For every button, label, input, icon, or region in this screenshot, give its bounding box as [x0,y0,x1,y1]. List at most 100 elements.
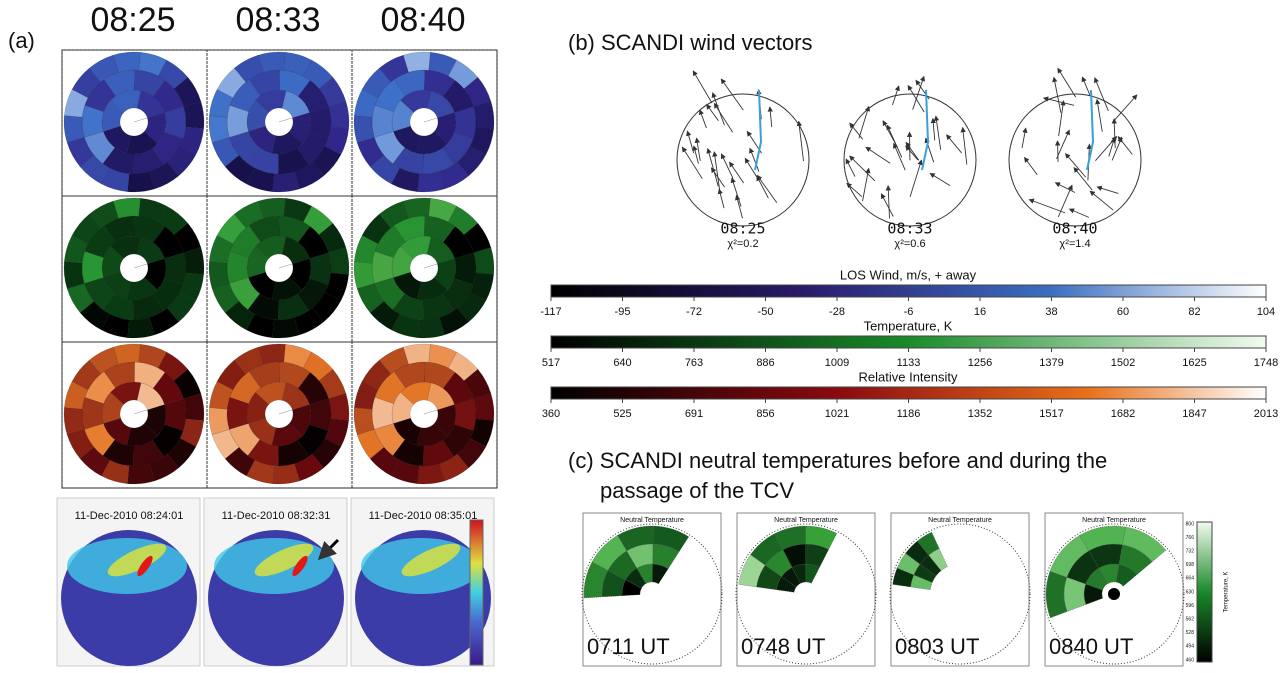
colorbar-tick-label: -72 [686,306,702,318]
colorbar-tick-label: 1682 [1111,408,1135,420]
colorbar-tick-label: 732 [1186,549,1195,555]
plot-subtitle: Neutral Temperature [620,517,684,524]
wind-vector [682,147,702,178]
wind-vector [1090,191,1113,210]
colorbar-tick-label: 360 [542,408,560,420]
colorbar [470,520,483,665]
colorbar-tick-label: 1847 [1182,408,1206,420]
colorbar-tick-label: 494 [1186,644,1195,650]
panel-title: (c) SCANDI neutral temperatures before a… [568,448,1107,473]
panel-label: (a) [8,28,35,53]
colorbar-tick-label: 1256 [968,357,992,369]
wind-vector [1118,137,1132,155]
wind-vector [714,152,720,191]
colorbar-tick-label: -117 [540,306,561,318]
wind-vector [1054,77,1061,112]
time-label: 08:25 [90,1,175,39]
colorbar-tick-label: 691 [685,408,703,420]
wind-vector [850,156,875,181]
wind-vector [1022,128,1026,148]
colorbar-tick-label: -50 [758,306,774,318]
colorbar-title: Temperature, K [1224,571,1230,612]
panel-title: (b) SCANDI wind vectors [568,30,813,55]
wind-vector [1056,183,1075,193]
time-label: 08:33 [235,1,320,39]
wind-vector [736,196,742,219]
wind-vector [719,189,724,208]
wind-vector [1074,168,1092,190]
reference-vector [755,90,761,170]
wind-vector [910,160,921,197]
colorbar-tick-label: 640 [613,357,631,369]
wind-vector [770,107,772,127]
colorbar-tick-label: 517 [542,357,560,369]
colorbar-tick-label: 664 [1186,576,1195,582]
temperature-sector [1046,571,1067,618]
wind-vector [1029,200,1065,213]
colorbar-tick-label: 60 [1117,306,1129,318]
center-dot [1108,588,1120,600]
colorbar-tick-label: -28 [829,306,845,318]
wind-vector [936,116,941,150]
colorbar-tick-label: 562 [1186,617,1195,623]
wind-vector [693,71,712,103]
wind-vector [1070,209,1089,217]
time-label: 0840 UT [1049,634,1133,659]
colorbar-tick-label: 1009 [825,357,849,369]
colorbar-tick-label: 886 [756,357,774,369]
colorbar-tick-label: 1625 [1182,357,1206,369]
wind-vector [894,144,906,171]
wind-vector [947,135,962,153]
wind-vector [913,77,924,110]
wind-vector [757,175,777,202]
time-label: 08:40 [380,1,465,39]
colorbar [551,336,1266,348]
colorbar-tick-label: 763 [685,357,703,369]
chi-label: χ²=1.4 [1059,238,1090,250]
timestamp: 11-Dec-2010 08:24:01 [75,510,184,522]
wind-vector [1097,100,1102,132]
reference-vector [1087,90,1093,170]
time-label: 0711 UT [587,634,670,659]
wind-vector [714,104,732,133]
colorbar-tick-label: 856 [756,408,774,420]
time-label: 0803 UT [895,634,979,659]
plot-subtitle: Neutral Temperature [928,517,992,524]
colorbar-tick-label: 104 [1257,306,1275,318]
wind-vector [1095,78,1109,111]
wind-vector [906,142,919,160]
wind-vector [1115,95,1137,120]
colorbar-tick-label: 1352 [968,408,992,420]
colorbar-tick-label: 38 [1045,306,1057,318]
time-label: 0748 UT [741,634,825,659]
wind-vector [694,146,699,163]
wind-vector [730,162,744,183]
colorbar-tick-label: 16 [974,306,986,318]
time-label: 08:40 [1052,220,1097,238]
timestamp: 11-Dec-2010 08:32:31 [222,510,331,522]
colorbar-tick-label: 525 [613,408,631,420]
colorbar-tick-label: 528 [1186,630,1195,636]
colorbar-tick-label: 630 [1186,589,1195,595]
colorbar-tick-label: 1502 [1111,357,1135,369]
wind-vector [846,159,855,176]
wind-vector [888,186,889,219]
wind-vector [732,178,741,206]
colorbar-tick-label: 1379 [1039,357,1063,369]
wind-vector [933,119,935,141]
plot-subtitle: Neutral Temperature [1082,517,1146,524]
figure: (a) (b) SCANDI wind vectors (c) SCANDI n… [0,0,1281,673]
wind-vector [1109,138,1115,156]
wind-vector [963,128,967,165]
colorbar-title: Relative Intensity [859,369,958,384]
wind-vector [859,107,869,139]
wind-vector [1097,187,1118,193]
wind-vector [799,122,804,162]
colorbar-tick-label: 698 [1186,562,1195,568]
colorbar-title: LOS Wind, m/s, + away [840,267,977,282]
grid-frame [62,50,497,488]
wind-vector [1082,77,1090,96]
wind-vector [721,154,733,178]
wind-vector [700,110,707,128]
wind-vector [906,146,918,160]
